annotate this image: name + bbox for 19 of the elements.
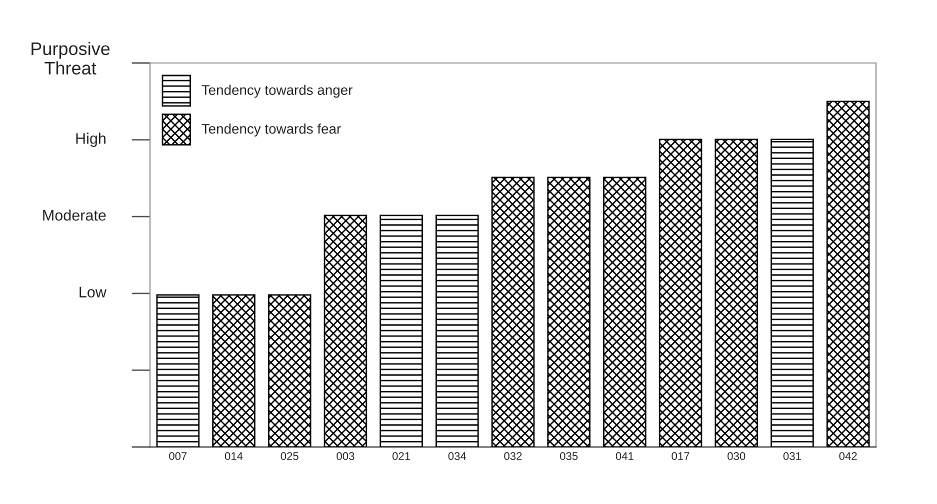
x-tick-label: 035: [560, 452, 578, 460]
x-tick-label: 014: [224, 452, 243, 460]
x-tick-label: 003: [336, 452, 354, 460]
x-tick-label: 032: [504, 452, 522, 460]
x-tick-label: 007: [169, 452, 187, 460]
x-tick-label: 041: [616, 452, 634, 460]
y-axis-title: Purposive Threat: [32, 42, 110, 75]
x-tick-label: 017: [672, 452, 690, 460]
text: Low: [80, 286, 106, 298]
x-tick-label: 034: [448, 452, 466, 460]
text: High: [76, 132, 106, 147]
x-tick-label: 042: [839, 452, 857, 460]
x-tick-label: 025: [280, 452, 298, 460]
x-tick-label: 031: [783, 452, 801, 460]
x-tick-label: 030: [728, 452, 746, 460]
x-tick-label: 021: [392, 452, 410, 460]
legend-label: Tendency towards anger: [202, 84, 352, 98]
legend-label: Tendency towards fear: [202, 124, 341, 137]
text: Moderate: [43, 209, 106, 221]
